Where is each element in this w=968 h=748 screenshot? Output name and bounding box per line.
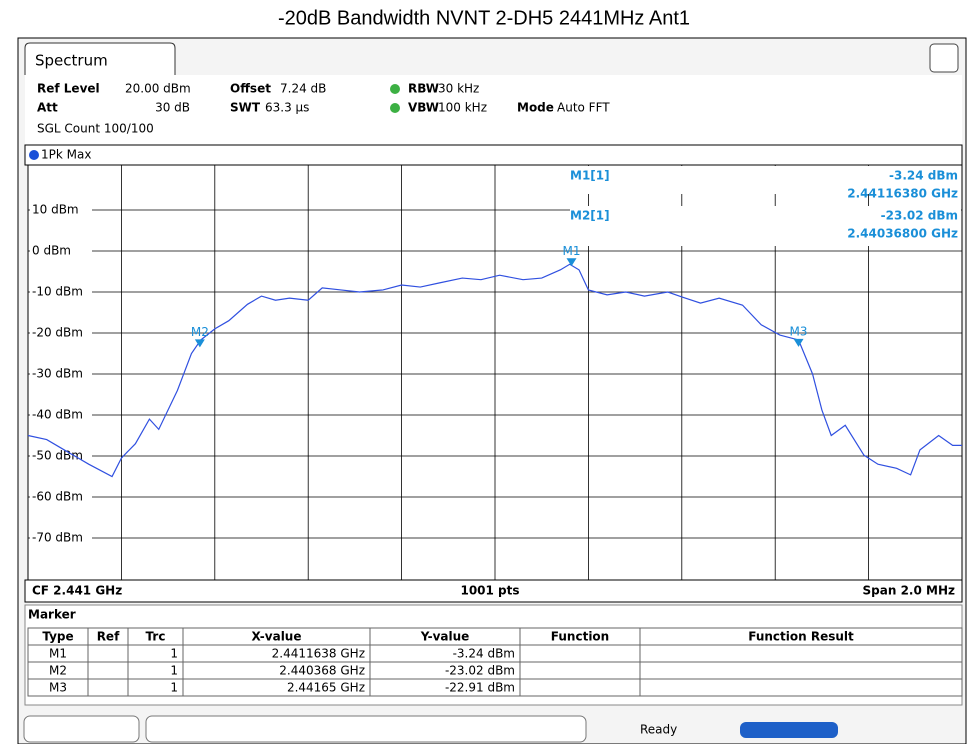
trace-name: 1Pk Max xyxy=(41,148,91,162)
trace-dot xyxy=(29,150,39,160)
tick-label-bg xyxy=(30,244,92,258)
column-header: Trc xyxy=(146,630,166,644)
sgl-count: SGL Count 100/100 xyxy=(37,122,154,136)
setting-value: 7.24 dB xyxy=(280,82,326,96)
settings-panel xyxy=(25,75,962,145)
setting-label: VBW xyxy=(408,101,439,115)
marker-panel xyxy=(24,604,963,706)
column-header: Type xyxy=(42,630,73,644)
menu-button[interactable] xyxy=(929,43,959,73)
column-header: X-value xyxy=(252,630,302,644)
table-cell: 1 xyxy=(170,681,178,695)
column-header: Ref xyxy=(97,630,120,644)
tick-label-bg xyxy=(30,449,92,463)
y-tick-label: -10 dBm xyxy=(32,285,83,299)
setting-value: 63.3 µs xyxy=(265,101,309,115)
footer xyxy=(24,579,963,603)
readout-bg xyxy=(570,166,961,194)
setting-label: Ref Level xyxy=(37,82,100,96)
tick-label-bg xyxy=(30,408,92,422)
y-tick-label: -70 dBm xyxy=(32,531,83,545)
y-tick-label: -60 dBm xyxy=(32,490,83,504)
tick-label-bg xyxy=(30,203,92,217)
readout-freq: 2.44116380 GHz xyxy=(847,187,958,201)
marker xyxy=(566,258,577,267)
footer-center: 1001 pts xyxy=(460,584,519,598)
table-cell: M2 xyxy=(49,664,67,678)
setting-value: 100 kHz xyxy=(438,101,487,115)
tick-label-bg xyxy=(30,531,92,545)
footer-left: CF 2.441 GHz xyxy=(32,584,122,598)
table-cell: 2.44165 GHz xyxy=(287,681,365,695)
setting-label: Att xyxy=(37,101,58,115)
table-cell: 2.4411638 GHz xyxy=(272,647,365,661)
table-cell: -3.24 dBm xyxy=(453,647,515,661)
readout-freq: 2.44036800 GHz xyxy=(847,227,958,241)
column-header: Function xyxy=(551,630,609,644)
table-cell: -23.02 dBm xyxy=(445,664,515,678)
marker-label: M2 xyxy=(191,325,209,339)
setting-label: SWT xyxy=(230,101,261,115)
table-title: Marker xyxy=(28,608,76,622)
tick-label-bg xyxy=(30,326,92,340)
y-tick-label: -30 dBm xyxy=(32,367,83,381)
trace-bar xyxy=(24,144,963,166)
title: -20dB Bandwidth NVNT 2-DH5 2441MHz Ant1 xyxy=(278,7,690,29)
table-cell: M3 xyxy=(49,681,67,695)
column-header: Y-value xyxy=(420,630,470,644)
marker-label: M1 xyxy=(562,244,580,258)
marker xyxy=(793,338,804,347)
setting-value: Auto FFT xyxy=(557,101,610,115)
status-box xyxy=(145,715,587,743)
column-header: Function Result xyxy=(748,630,854,644)
setting-value: 20.00 dBm xyxy=(125,82,191,96)
progress xyxy=(740,722,838,738)
tab-label[interactable]: Spectrum xyxy=(35,52,108,70)
setting-value: 30 dB xyxy=(155,101,190,115)
marker xyxy=(194,339,205,348)
tick-label-bg xyxy=(30,490,92,504)
setting-label: RBW xyxy=(408,82,439,96)
setting-label: Offset xyxy=(230,82,271,96)
table-cell: -22.91 dBm xyxy=(445,681,515,695)
y-tick-label: -50 dBm xyxy=(32,449,83,463)
tick-label-bg xyxy=(30,285,92,299)
status-dot xyxy=(390,103,400,113)
readout-bg xyxy=(570,206,961,246)
tick-label-bg xyxy=(30,367,92,381)
table-row xyxy=(27,678,963,697)
status-dot xyxy=(390,84,400,94)
y-tick-label: 0 dBm xyxy=(32,244,71,258)
setting-value: 30 kHz xyxy=(438,82,479,96)
footer-right: Span 2.0 MHz xyxy=(863,584,955,598)
readout-level: -3.24 dBm xyxy=(889,169,958,183)
status-box xyxy=(23,715,140,743)
readout-level: -23.02 dBm xyxy=(881,209,958,223)
status: Ready xyxy=(640,723,677,737)
y-tick-label: -40 dBm xyxy=(32,408,83,422)
table-cell: M1 xyxy=(49,647,67,661)
y-tick-label: -20 dBm xyxy=(32,326,83,340)
readout-name: M1[1] xyxy=(570,169,610,183)
setting-label: Mode xyxy=(517,101,554,115)
marker-label: M3 xyxy=(790,324,808,338)
tab[interactable] xyxy=(24,42,176,75)
table-cell: 1 xyxy=(170,647,178,661)
readout-name: M2[1] xyxy=(570,209,610,223)
table-cell: 1 xyxy=(170,664,178,678)
y-tick-label: 10 dBm xyxy=(32,203,79,217)
trace xyxy=(27,263,962,478)
table-cell: 2.440368 GHz xyxy=(279,664,365,678)
